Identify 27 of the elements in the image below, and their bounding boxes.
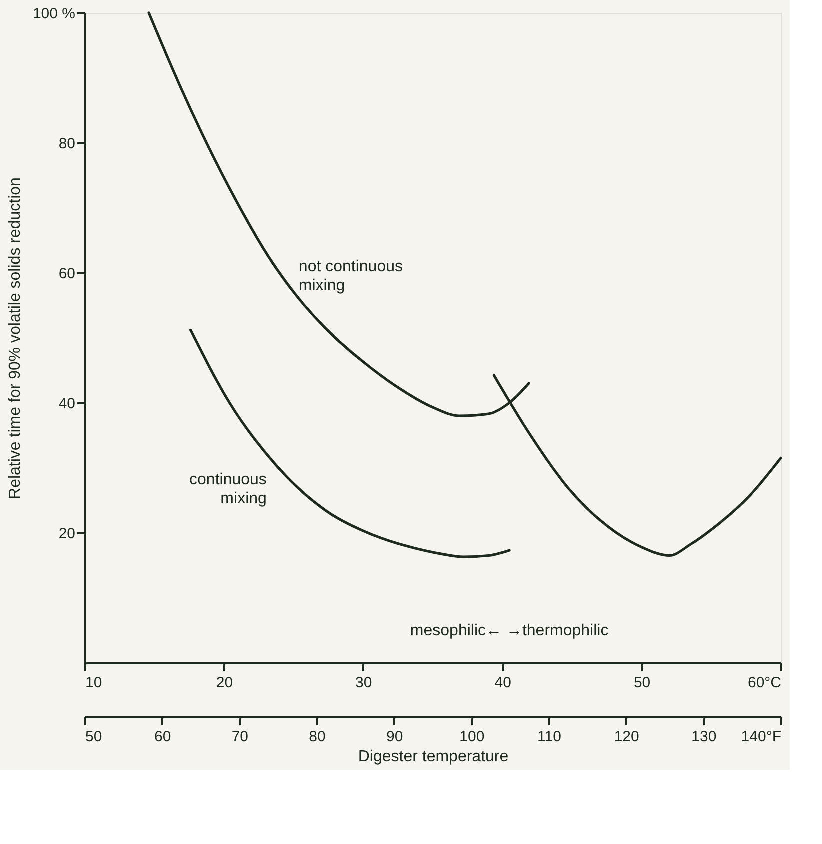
- x2-tick-label: 90: [386, 728, 404, 746]
- x2-tick-label: 50: [86, 728, 102, 746]
- x-tick-label: 20: [216, 674, 234, 692]
- x-axis-title: Digester temperature: [358, 748, 509, 766]
- x2-tick-label: 140°F: [741, 728, 782, 746]
- y-tick-label: 40: [58, 396, 76, 412]
- x2-tick-label: 100: [460, 728, 485, 746]
- x2-tick-label: 130: [692, 728, 717, 746]
- series-label: continuous mixing: [190, 472, 267, 508]
- x2-tick-label: 60: [154, 728, 172, 746]
- x-tick-label: 60°C: [748, 674, 782, 692]
- x-tick-label: 10: [86, 674, 102, 692]
- y-axis-title: Relative time for 90% volatile solids reduction: [6, 178, 24, 500]
- x2-tick-label: 120: [614, 728, 640, 746]
- x2-tick-label: 110: [538, 728, 562, 746]
- x2-tick-label: 80: [309, 728, 326, 746]
- y-tick-label: 80: [58, 136, 76, 152]
- x-tick-label: 40: [494, 674, 512, 692]
- y-tick-label: 60: [58, 266, 76, 282]
- annotation: mesophilic← →thermophilic: [410, 622, 609, 640]
- series-label: not continuous mixing: [298, 258, 403, 294]
- x-tick-label: 30: [356, 674, 372, 692]
- y-tick-label: 100 %: [32, 6, 76, 22]
- line-series: [189, 328, 511, 558]
- y-tick-label: 20: [58, 526, 76, 542]
- x2-tick-label: 70: [232, 728, 249, 746]
- x-tick-label: 50: [634, 674, 651, 692]
